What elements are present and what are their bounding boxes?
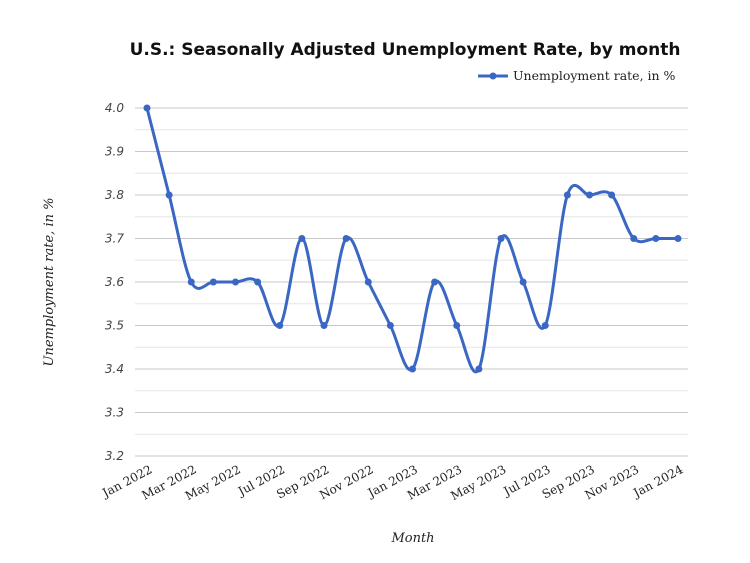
data-point (143, 104, 151, 112)
data-point (232, 278, 239, 286)
data-point (563, 191, 571, 199)
y-tick-label: 3.3 (105, 406, 124, 420)
data-point (187, 278, 195, 286)
legend: Unemployment rate, in % (478, 68, 676, 83)
data-point (497, 235, 505, 242)
data-point (254, 278, 262, 286)
data-point (364, 278, 372, 286)
data-point (475, 365, 483, 373)
chart-title: U.S.: Seasonally Adjusted Unemployment R… (130, 40, 681, 60)
y-tick-label: 3.8 (105, 188, 124, 202)
data-point (386, 322, 394, 329)
data-point (630, 235, 638, 242)
series-line (145, 107, 679, 374)
legend-marker (489, 72, 497, 80)
data-point (608, 191, 616, 199)
data-point (342, 235, 350, 242)
data-point (431, 278, 439, 286)
data-point (674, 235, 682, 242)
x-tick-label: Jan 2024 (629, 462, 685, 501)
data-point (298, 235, 306, 242)
data-point (209, 278, 217, 286)
y-tick-label: 3.5 (105, 319, 124, 333)
data-point (453, 322, 461, 329)
y-tick-label: 4.0 (105, 101, 124, 115)
data-point (276, 322, 284, 329)
y-tick-label: 3.6 (105, 275, 124, 289)
x-axis-label: Month (390, 531, 434, 546)
data-point (409, 365, 416, 373)
data-point (541, 322, 549, 329)
data-point (586, 191, 593, 199)
y-axis-label: Unemployment rate, in % (42, 198, 57, 367)
y-tick-label: 3.7 (105, 232, 124, 246)
y-tick-label: 3.4 (105, 362, 124, 376)
data-point (165, 191, 173, 199)
legend-label: Unemployment rate, in % (513, 68, 676, 83)
y-tick-label: 3.2 (105, 449, 124, 463)
data-point (519, 278, 527, 286)
data-point (652, 235, 660, 242)
y-tick-label: 3.9 (105, 145, 124, 159)
data-point (320, 322, 328, 329)
